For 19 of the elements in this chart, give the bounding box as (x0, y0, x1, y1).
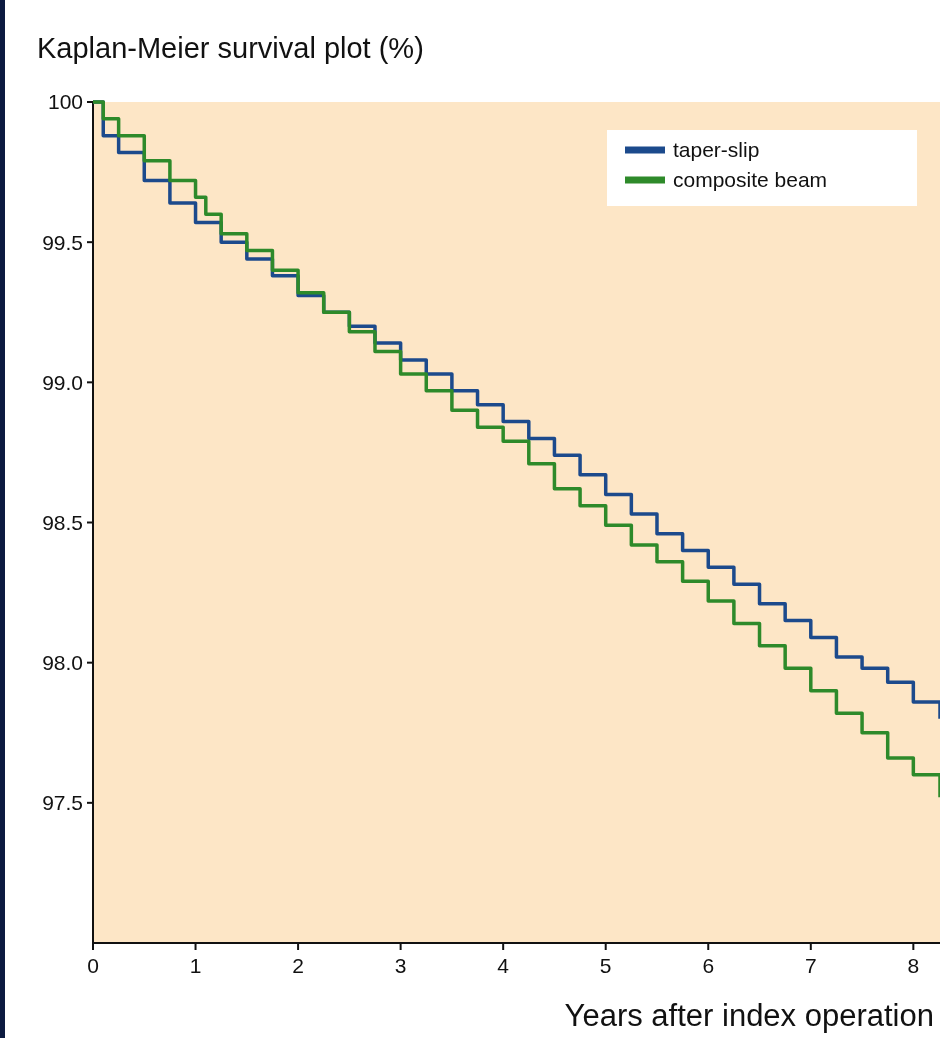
x-tick-label: 6 (702, 954, 715, 977)
x-tick-label: 3 (394, 954, 407, 977)
chart-title: Kaplan-Meier survival plot (%) (37, 32, 424, 64)
y-tick-label: 100 (47, 90, 83, 114)
x-axis-title: Years after index operation (564, 998, 934, 1033)
y-tick-label: 99.5 (42, 230, 83, 254)
legend-label: taper-slip (673, 138, 760, 162)
x-tick-label: 2 (292, 954, 304, 977)
x-tick-label: 5 (599, 954, 612, 977)
y-tick-label: 97.5 (42, 791, 83, 815)
x-tick-label: 1 (189, 954, 202, 977)
y-tick-label: 99.0 (42, 370, 83, 394)
x-tick-label: 4 (497, 954, 510, 977)
legend-label: composite beam (673, 168, 828, 192)
y-tick-label: 98.5 (42, 510, 83, 534)
x-tick-label: 7 (804, 954, 817, 977)
x-tick-label: 0 (87, 954, 99, 977)
x-tick-label: 8 (907, 954, 920, 977)
y-tick-label: 98.0 (42, 651, 83, 675)
